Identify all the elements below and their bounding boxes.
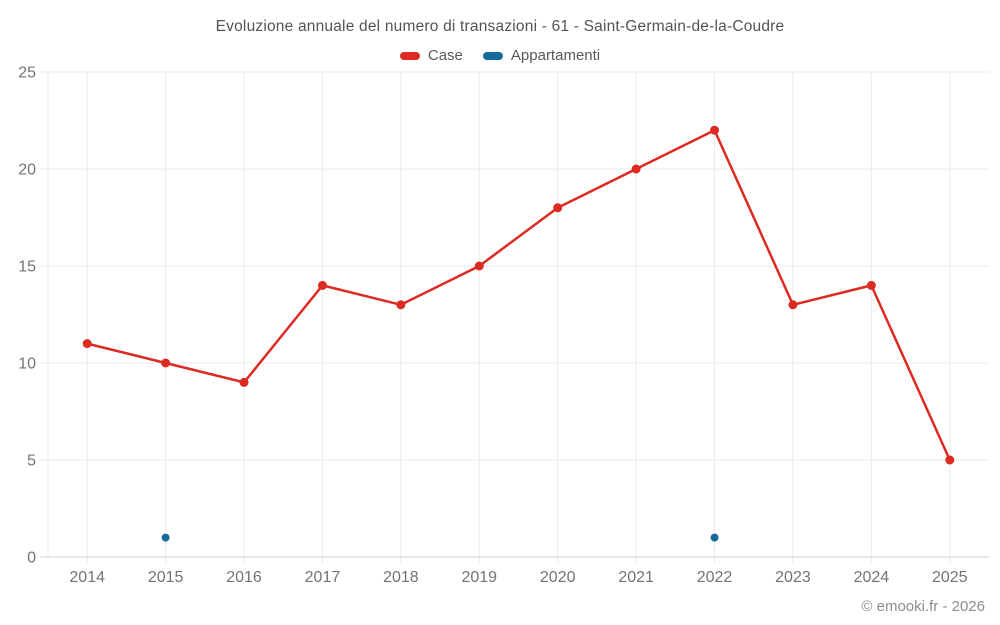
x-tick-label: 2014 xyxy=(69,569,105,586)
appartamenti-point xyxy=(710,533,719,542)
x-tick-label: 2020 xyxy=(540,569,576,586)
case-series-swatch-icon xyxy=(399,51,420,60)
y-tick-label: 5 xyxy=(27,453,36,470)
case-line xyxy=(85,128,952,462)
case-point xyxy=(631,164,641,174)
x-tick-label: 2022 xyxy=(697,569,733,586)
case-point xyxy=(82,339,92,349)
case-point xyxy=(788,300,798,310)
y-tick-label: 20 xyxy=(18,162,36,179)
x-tick-label: 2023 xyxy=(775,569,811,586)
case-point xyxy=(866,280,876,290)
y-tick-label: 0 xyxy=(27,550,36,567)
case-point xyxy=(553,203,563,213)
chart-title: Evoluzione annuale del numero di transaz… xyxy=(215,18,785,35)
case-point xyxy=(317,280,327,290)
appartamenti-point xyxy=(161,533,170,542)
x-tick-label: 2024 xyxy=(854,569,890,586)
chart-legend: Case Appartamenti xyxy=(0,47,1000,64)
case-point xyxy=(239,377,249,387)
y-tick-label: 25 xyxy=(18,65,36,82)
legend-label-appartamenti: Appartamenti xyxy=(510,47,601,64)
legend-item-appartamenti[interactable]: Appartamenti xyxy=(482,47,601,64)
copyright-note: © emooki.fr - 2026 xyxy=(861,598,985,615)
appartamenti-series-swatch-icon xyxy=(482,51,503,60)
x-tick-label: 2018 xyxy=(383,569,419,586)
case-point xyxy=(161,358,171,368)
case-point xyxy=(474,261,484,271)
legend-item-case[interactable]: Case xyxy=(399,47,463,64)
x-tick-label: 2015 xyxy=(148,569,184,586)
y-tick-label: 15 xyxy=(18,259,36,276)
legend-label-case: Case xyxy=(427,47,463,64)
x-tick-label: 2017 xyxy=(305,569,341,586)
x-tick-label: 2025 xyxy=(932,569,968,586)
case-point xyxy=(945,455,955,465)
x-tick-label: 2016 xyxy=(226,569,262,586)
case-point xyxy=(710,125,720,135)
x-tick-label: 2021 xyxy=(618,569,654,586)
case-point xyxy=(396,300,406,310)
x-tick-label: 2019 xyxy=(461,569,497,586)
y-tick-label: 10 xyxy=(18,356,36,373)
